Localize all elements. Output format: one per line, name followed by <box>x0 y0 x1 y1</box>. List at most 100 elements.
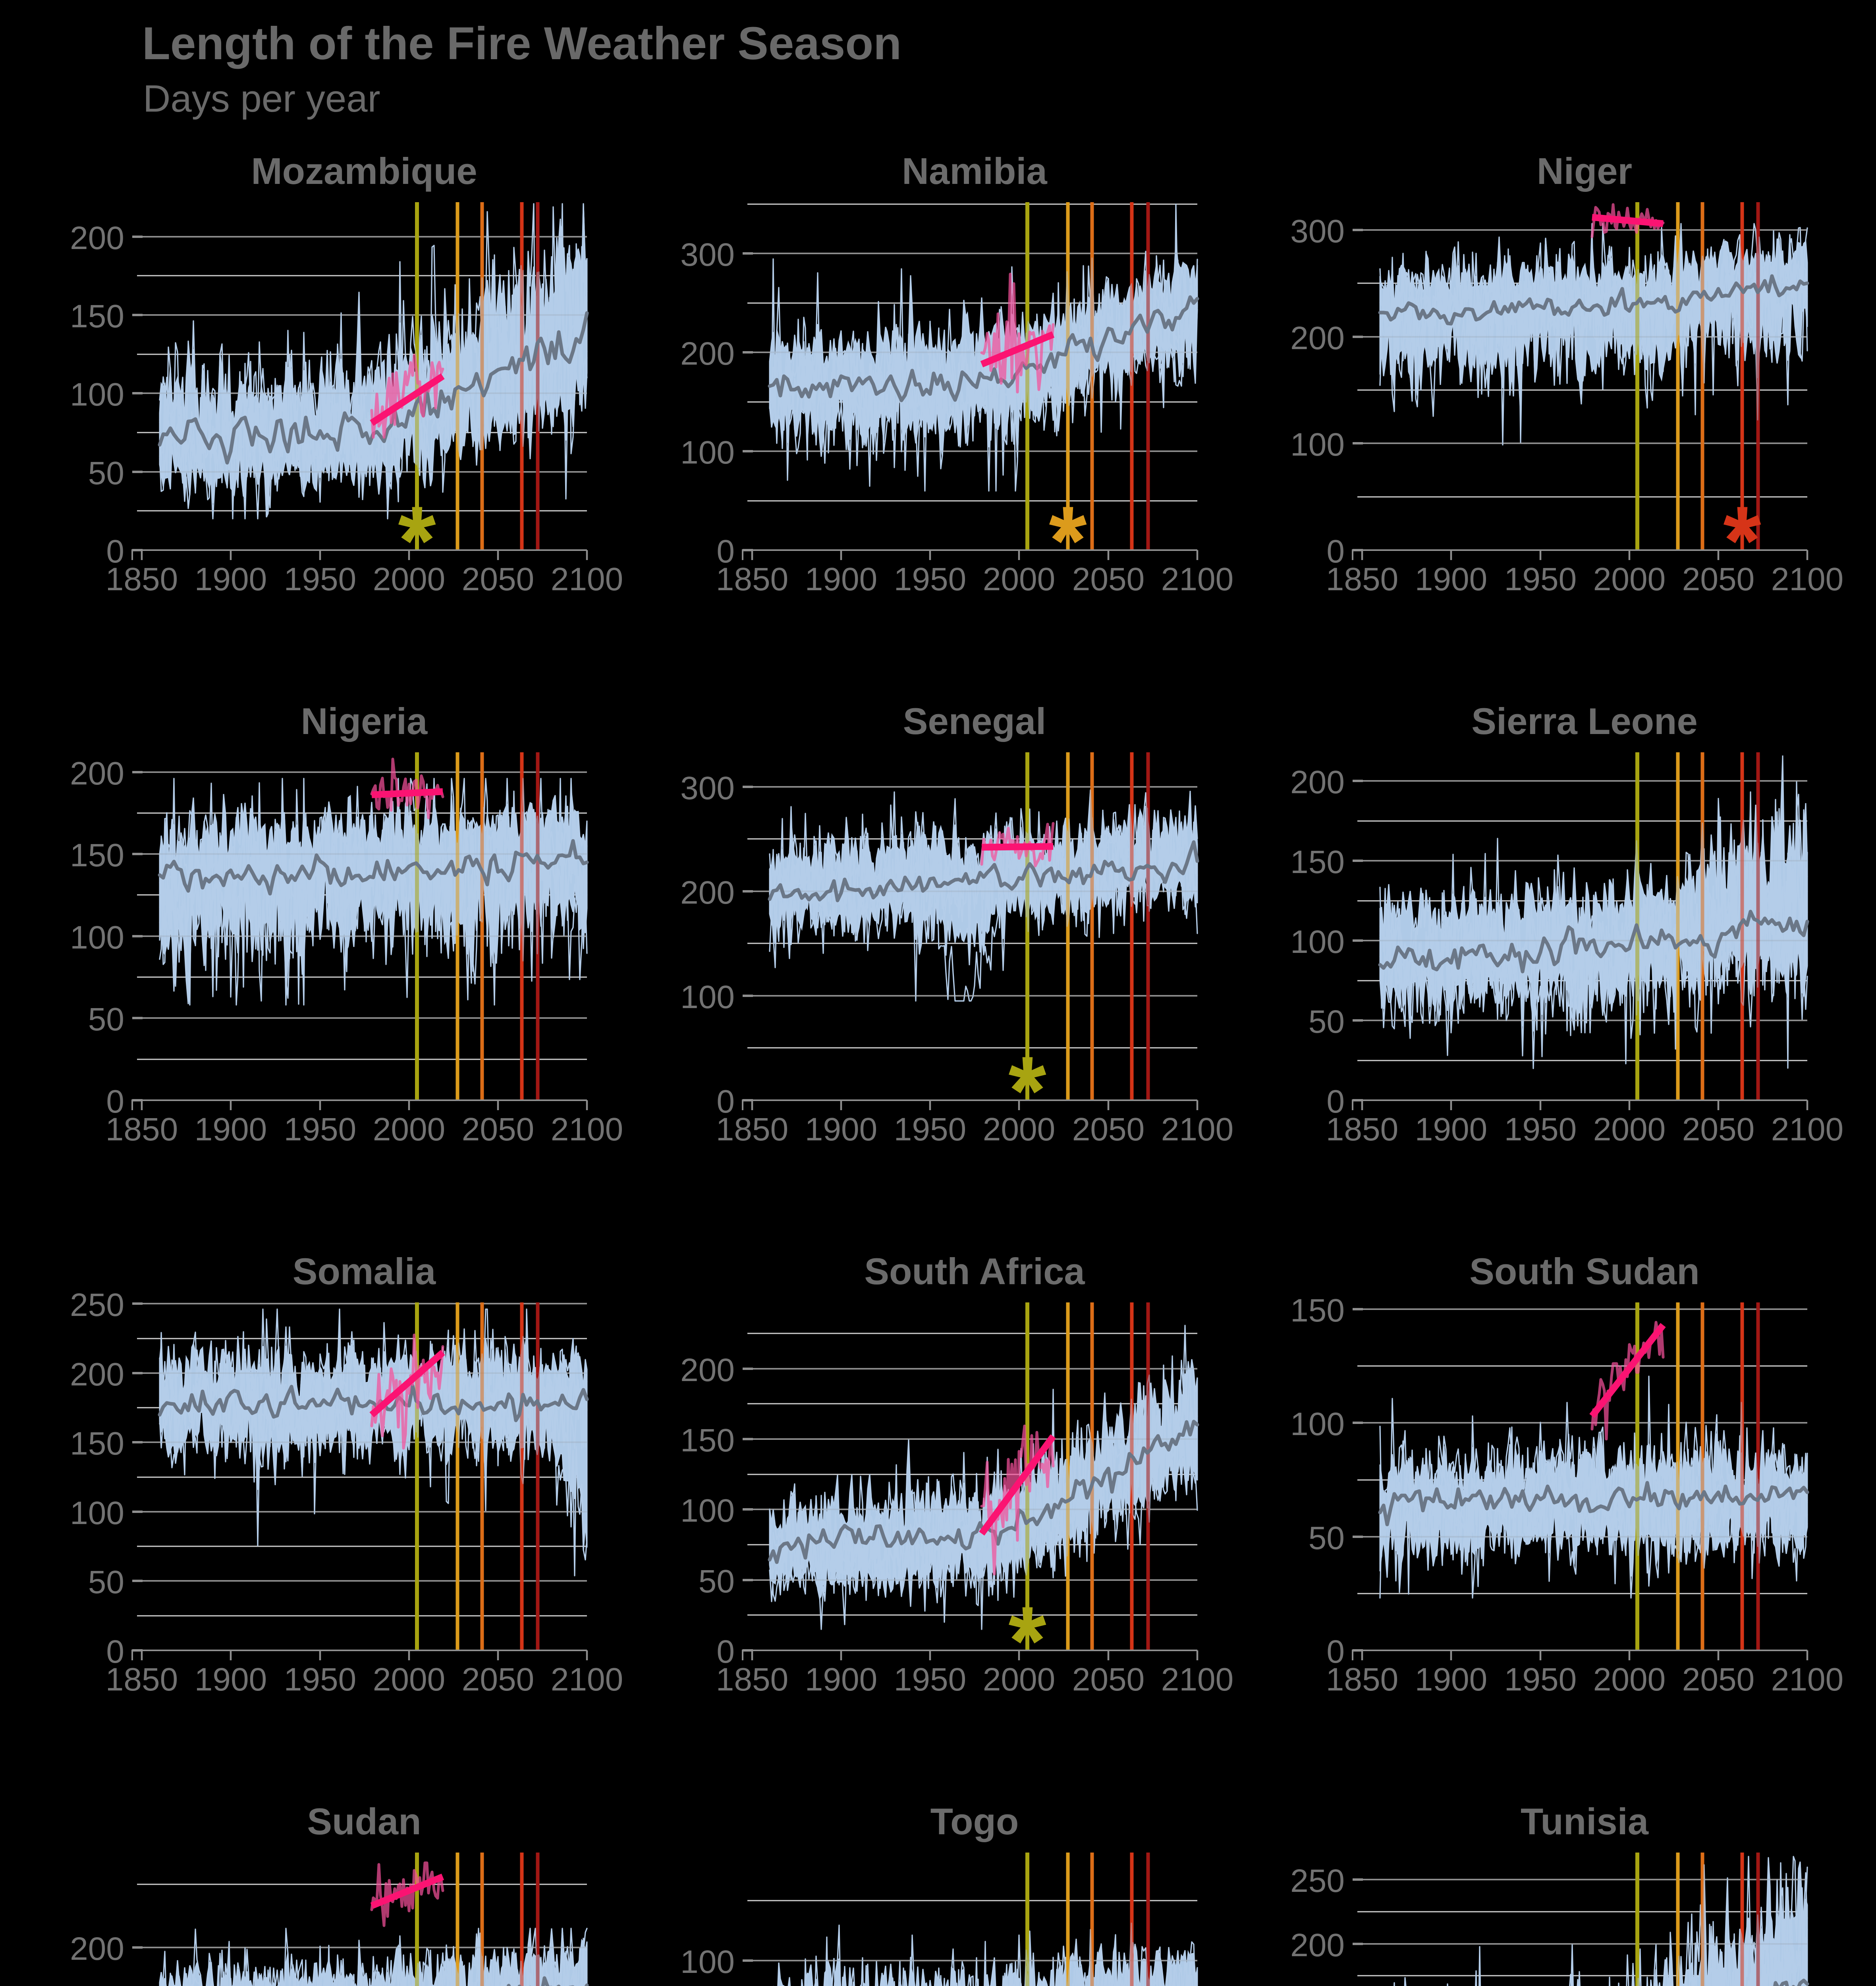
svg-text:100: 100 <box>70 920 124 956</box>
svg-text:200: 200 <box>70 1931 124 1967</box>
svg-text:*: * <box>1008 1036 1046 1145</box>
svg-text:1900: 1900 <box>1415 561 1487 597</box>
svg-text:2000: 2000 <box>373 1661 445 1698</box>
svg-text:150: 150 <box>70 298 124 334</box>
svg-text:300: 300 <box>680 770 735 806</box>
svg-text:1900: 1900 <box>195 1661 267 1698</box>
svg-text:1900: 1900 <box>1415 1111 1487 1148</box>
svg-text:1850: 1850 <box>106 1111 178 1148</box>
svg-text:Sudan: Sudan <box>307 1801 421 1842</box>
svg-text:Nigeria: Nigeria <box>301 700 428 742</box>
svg-text:250: 250 <box>70 1287 124 1323</box>
svg-text:1950: 1950 <box>894 561 966 597</box>
svg-text:2100: 2100 <box>551 1661 623 1698</box>
svg-text:200: 200 <box>70 1356 124 1393</box>
svg-text:200: 200 <box>680 336 735 372</box>
svg-text:200: 200 <box>1290 1927 1345 1963</box>
svg-text:1900: 1900 <box>805 1661 877 1698</box>
svg-text:1850: 1850 <box>106 561 178 597</box>
svg-text:200: 200 <box>680 875 735 911</box>
svg-text:1900: 1900 <box>1415 1661 1487 1698</box>
svg-text:2000: 2000 <box>373 561 445 597</box>
svg-text:Tunisia: Tunisia <box>1521 1801 1649 1842</box>
svg-text:50: 50 <box>699 1563 735 1600</box>
svg-text:2050: 2050 <box>1072 561 1145 597</box>
svg-text:1950: 1950 <box>894 1661 966 1698</box>
svg-text:*: * <box>1008 1586 1046 1695</box>
svg-text:Senegal: Senegal <box>903 700 1046 742</box>
svg-text:0: 0 <box>716 1634 735 1670</box>
svg-text:100: 100 <box>1290 427 1345 463</box>
svg-text:Length of the Fire Weather Sea: Length of the Fire Weather Season <box>142 17 901 69</box>
svg-text:50: 50 <box>88 1564 124 1600</box>
svg-text:1950: 1950 <box>284 1111 356 1148</box>
svg-text:2050: 2050 <box>1682 1111 1754 1148</box>
svg-text:1900: 1900 <box>805 1111 877 1148</box>
svg-text:*: * <box>398 486 436 595</box>
svg-text:2050: 2050 <box>462 561 534 597</box>
svg-text:1850: 1850 <box>716 1661 788 1698</box>
svg-text:2050: 2050 <box>462 1661 534 1698</box>
svg-text:150: 150 <box>70 837 124 873</box>
svg-text:Mozambique: Mozambique <box>251 150 477 192</box>
svg-text:1950: 1950 <box>284 561 356 597</box>
svg-text:Niger: Niger <box>1537 150 1632 192</box>
svg-text:0: 0 <box>1326 1084 1345 1120</box>
svg-text:150: 150 <box>70 1426 124 1462</box>
svg-text:2050: 2050 <box>1072 1111 1145 1148</box>
svg-text:100: 100 <box>1290 924 1345 960</box>
svg-text:Namibia: Namibia <box>902 150 1047 192</box>
svg-text:2100: 2100 <box>1161 561 1233 597</box>
svg-text:0: 0 <box>106 1634 124 1670</box>
svg-text:2100: 2100 <box>1771 1661 1843 1698</box>
svg-text:South Sudan: South Sudan <box>1469 1250 1700 1292</box>
svg-text:2100: 2100 <box>1771 1111 1843 1148</box>
svg-text:*: * <box>1723 486 1761 595</box>
svg-text:100: 100 <box>70 377 124 413</box>
svg-text:2100: 2100 <box>551 561 623 597</box>
svg-text:50: 50 <box>88 1001 124 1037</box>
svg-text:2000: 2000 <box>1593 561 1666 597</box>
svg-text:2000: 2000 <box>373 1111 445 1148</box>
svg-text:200: 200 <box>70 220 124 256</box>
svg-text:200: 200 <box>70 755 124 792</box>
svg-text:Somalia: Somalia <box>293 1250 436 1292</box>
svg-text:Togo: Togo <box>930 1801 1019 1842</box>
svg-text:South Africa: South Africa <box>864 1250 1085 1292</box>
svg-text:0: 0 <box>1326 533 1345 570</box>
svg-text:200: 200 <box>1290 764 1345 800</box>
svg-text:0: 0 <box>106 533 124 570</box>
svg-text:250: 250 <box>1290 1863 1345 1899</box>
svg-text:2100: 2100 <box>1771 561 1843 597</box>
svg-text:2100: 2100 <box>1161 1111 1233 1148</box>
svg-text:1950: 1950 <box>284 1661 356 1698</box>
svg-text:1850: 1850 <box>1326 1111 1398 1148</box>
svg-text:1950: 1950 <box>1504 561 1577 597</box>
svg-text:0: 0 <box>716 1084 735 1120</box>
svg-text:150: 150 <box>1290 844 1345 880</box>
svg-text:1850: 1850 <box>1326 1661 1398 1698</box>
svg-text:50: 50 <box>1309 1004 1345 1040</box>
svg-text:150: 150 <box>680 1422 735 1459</box>
svg-text:2000: 2000 <box>983 561 1055 597</box>
svg-text:1950: 1950 <box>894 1111 966 1148</box>
svg-text:2050: 2050 <box>1682 561 1754 597</box>
svg-text:1850: 1850 <box>106 1661 178 1698</box>
svg-text:100: 100 <box>680 1493 735 1529</box>
svg-text:0: 0 <box>1326 1634 1345 1670</box>
svg-text:100: 100 <box>680 435 735 471</box>
svg-text:1850: 1850 <box>1326 561 1398 597</box>
svg-text:150: 150 <box>1290 1292 1345 1329</box>
svg-text:100: 100 <box>1290 1406 1345 1442</box>
svg-text:100: 100 <box>680 1944 735 1980</box>
svg-text:300: 300 <box>1290 213 1345 249</box>
svg-text:2050: 2050 <box>462 1111 534 1148</box>
svg-text:200: 200 <box>680 1352 735 1388</box>
svg-text:2000: 2000 <box>1593 1661 1666 1698</box>
svg-text:1850: 1850 <box>716 561 788 597</box>
svg-text:0: 0 <box>106 1084 124 1120</box>
svg-text:1900: 1900 <box>195 1111 267 1148</box>
svg-text:2000: 2000 <box>1593 1111 1666 1148</box>
svg-text:2000: 2000 <box>983 1111 1055 1148</box>
svg-text:50: 50 <box>88 455 124 491</box>
